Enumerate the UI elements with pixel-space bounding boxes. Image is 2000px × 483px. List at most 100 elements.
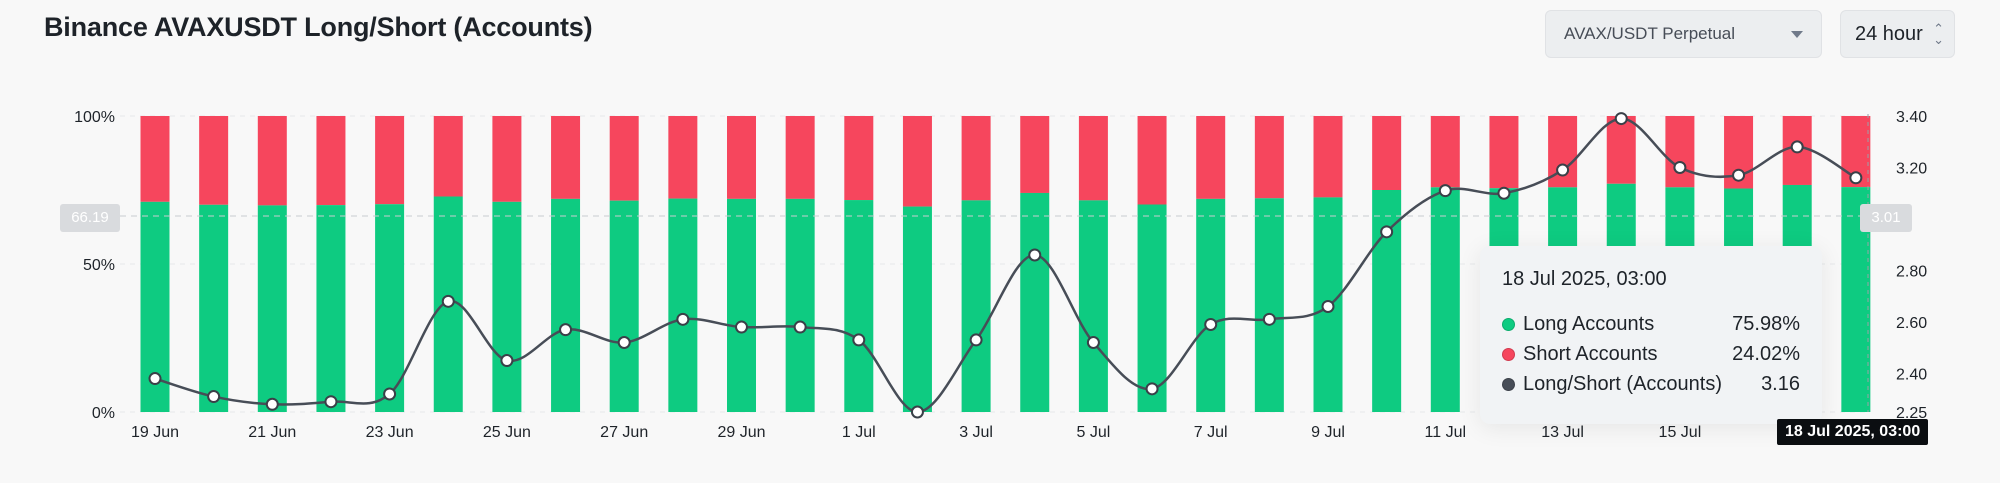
ratio-point <box>1145 382 1159 396</box>
ratio-point <box>265 397 279 411</box>
ratio-point <box>1673 160 1687 174</box>
short-bar <box>902 116 932 207</box>
tooltip-row-short: Short Accounts 24.02% <box>1502 339 1800 369</box>
x-tick: 7 Jul <box>1194 424 1228 441</box>
ratio-point <box>1849 171 1863 185</box>
ratio-point <box>148 372 162 386</box>
short-bar <box>1137 116 1167 205</box>
tooltip-label: Short Accounts <box>1523 342 1658 365</box>
chevron-down-icon <box>1791 31 1803 38</box>
ratio-point <box>324 395 338 409</box>
short-bar <box>1489 116 1519 189</box>
y-left-tick: 100% <box>74 109 115 126</box>
long-bar <box>961 200 991 412</box>
axes-layer: 0% 50% 100% 2.25 2.40 2.60 2.80 3.20 3.40 19 Jun 2… <box>74 109 1927 441</box>
ratio-point <box>1086 336 1100 350</box>
y-left-tick: 50% <box>83 257 115 274</box>
short-bar <box>1372 116 1402 190</box>
long-bar <box>1078 200 1108 412</box>
short-bar <box>257 116 287 206</box>
long-bar <box>844 200 874 412</box>
grid-layer <box>120 115 1870 413</box>
x-tick: 11 Jul <box>1425 424 1467 441</box>
tooltip-label: Long Accounts <box>1523 312 1655 335</box>
long-bar <box>1254 198 1284 412</box>
short-bar <box>1313 116 1343 198</box>
tooltip-value: 75.98% <box>1732 312 1800 335</box>
ratio-line-layer <box>148 112 1863 419</box>
crosshair-x-label: 18 Jul 2025, 03:00 <box>1777 419 1929 445</box>
y-right-tick: 3.40 <box>1896 109 1927 126</box>
long-bar <box>551 198 581 412</box>
ratio-point <box>1556 163 1570 177</box>
short-bar <box>1665 116 1695 188</box>
ratio-point <box>1790 140 1804 154</box>
chart-tooltip: 18 Jul 2025, 03:00 Long Accounts 75.98% … <box>1480 246 1822 424</box>
long-bar <box>316 205 346 412</box>
long-bar <box>609 200 639 412</box>
x-tick: 13 Jul <box>1541 424 1584 441</box>
chevron-up-down-icon: ⌃ ⌄ <box>1933 21 1944 47</box>
tooltip-row-long: Long Accounts 75.98% <box>1502 309 1800 339</box>
ratio-point <box>1380 225 1394 239</box>
y-right-tick: 2.25 <box>1896 405 1927 422</box>
period-select-label: 24 hour <box>1855 22 1923 45</box>
ratio-point <box>969 333 983 347</box>
short-bar <box>1078 116 1108 201</box>
chart-title: Binance AVAXUSDT Long/Short (Accounts) <box>44 12 593 42</box>
ratio-point <box>735 320 748 334</box>
short-bar <box>199 116 229 205</box>
y-right-tick: 3.20 <box>1896 160 1927 177</box>
x-tick: 27 Jun <box>600 424 648 441</box>
short-bar <box>1020 116 1050 193</box>
tooltip-value: 3.16 <box>1761 372 1800 395</box>
x-tick: 3 Jul <box>959 424 993 441</box>
ratio-point <box>676 312 690 326</box>
long-bar <box>902 206 932 412</box>
tooltip-label: Long/Short (Accounts) <box>1523 372 1722 395</box>
pair-select-label: AVAX/USDT Perpetual <box>1564 24 1736 43</box>
short-bar <box>140 116 170 202</box>
ratio-point <box>559 323 573 337</box>
short-bar <box>727 116 756 199</box>
short-bar <box>1196 116 1226 199</box>
ratio-legend-dot <box>1502 377 1515 391</box>
period-select-dropdown[interactable]: 24 hour ⌃ ⌄ <box>1840 10 1955 58</box>
ratio-point <box>207 390 221 404</box>
long-bar <box>492 201 522 412</box>
short-bar <box>844 116 874 201</box>
short-bar <box>375 116 405 205</box>
long-bar <box>1196 198 1226 412</box>
pair-select-dropdown[interactable]: AVAX/USDT Perpetual <box>1545 10 1822 58</box>
short-bar <box>668 116 698 199</box>
x-tick: 23 Jun <box>366 424 414 441</box>
short-bar <box>785 116 815 199</box>
crosshair-right-value: 3.01 <box>1860 204 1912 232</box>
ratio-point <box>1614 112 1628 126</box>
short-bar <box>316 116 346 206</box>
short-bar <box>492 116 522 202</box>
short-bar <box>551 116 581 199</box>
long-bar <box>1430 187 1460 412</box>
tooltip-value: 24.02% <box>1732 342 1800 365</box>
short-bar <box>961 116 991 201</box>
long-bar <box>375 204 405 412</box>
x-tick: 21 Jun <box>248 424 296 441</box>
x-tick: 5 Jul <box>1077 424 1111 441</box>
ratio-point <box>1497 186 1511 200</box>
ratio-point <box>617 336 631 350</box>
long-legend-dot <box>1502 317 1515 331</box>
y-right-tick: 2.60 <box>1896 315 1927 332</box>
crosshair-left-value: 66.19 <box>60 204 120 232</box>
ratio-point <box>793 320 807 334</box>
x-tick: 25 Jun <box>483 424 531 441</box>
ratio-point <box>1438 184 1452 198</box>
ratio-point <box>500 354 514 368</box>
x-tick: 15 Jul <box>1659 424 1702 441</box>
short-bar <box>609 116 639 201</box>
y-right-tick: 2.80 <box>1896 263 1927 280</box>
ratio-point <box>852 333 866 347</box>
long-bar <box>1020 192 1050 412</box>
long-bar <box>199 204 229 412</box>
long-bar <box>1137 204 1167 412</box>
